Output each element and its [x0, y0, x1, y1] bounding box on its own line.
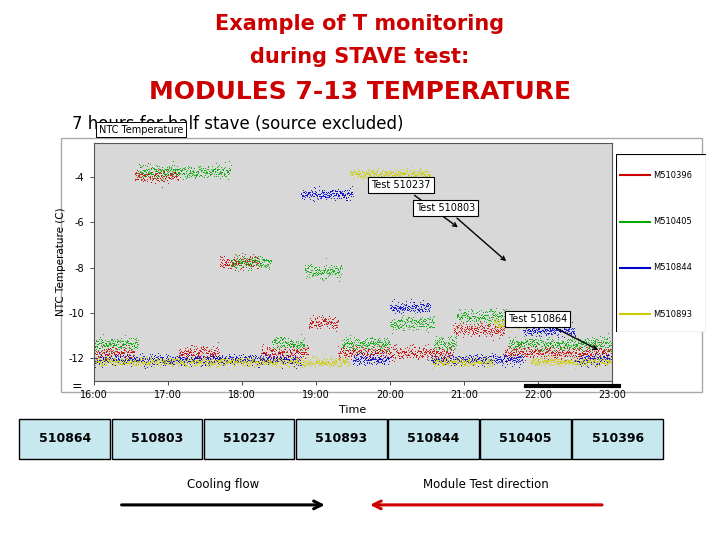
Y-axis label: NTC Temperature (C): NTC Temperature (C): [56, 207, 66, 316]
Text: MODULES 7-13 TEMPERATURE: MODULES 7-13 TEMPERATURE: [149, 80, 571, 104]
Text: during STAVE test:: during STAVE test:: [251, 46, 469, 67]
Text: Cooling flow: Cooling flow: [187, 478, 259, 491]
FancyBboxPatch shape: [480, 418, 571, 459]
Text: Module Test direction: Module Test direction: [423, 478, 549, 491]
FancyBboxPatch shape: [388, 418, 479, 459]
X-axis label: Time: Time: [339, 406, 366, 415]
Text: 510864: 510864: [39, 432, 91, 445]
Text: M510396: M510396: [654, 171, 693, 180]
Text: M510893: M510893: [654, 310, 693, 319]
Text: M510405: M510405: [654, 217, 692, 226]
FancyBboxPatch shape: [112, 418, 202, 459]
Text: 510893: 510893: [315, 432, 367, 445]
Text: NTC Temperature: NTC Temperature: [99, 125, 183, 135]
Text: =: =: [72, 380, 83, 393]
Text: 510396: 510396: [592, 432, 644, 445]
Text: Test 510803: Test 510803: [415, 203, 505, 260]
FancyBboxPatch shape: [296, 418, 387, 459]
FancyBboxPatch shape: [572, 418, 663, 459]
Text: Test 510864: Test 510864: [508, 314, 597, 349]
Text: 510237: 510237: [223, 432, 275, 445]
Text: 510405: 510405: [500, 432, 552, 445]
Text: M510844: M510844: [654, 264, 692, 273]
Text: 510844: 510844: [408, 432, 459, 445]
FancyBboxPatch shape: [19, 418, 110, 459]
Text: 7 hours for half stave (source excluded): 7 hours for half stave (source excluded): [72, 115, 403, 133]
FancyBboxPatch shape: [204, 418, 294, 459]
FancyBboxPatch shape: [616, 154, 706, 332]
Text: Test 510237: Test 510237: [372, 180, 456, 226]
Text: Example of T monitoring: Example of T monitoring: [215, 14, 505, 35]
Text: 510803: 510803: [131, 432, 183, 445]
